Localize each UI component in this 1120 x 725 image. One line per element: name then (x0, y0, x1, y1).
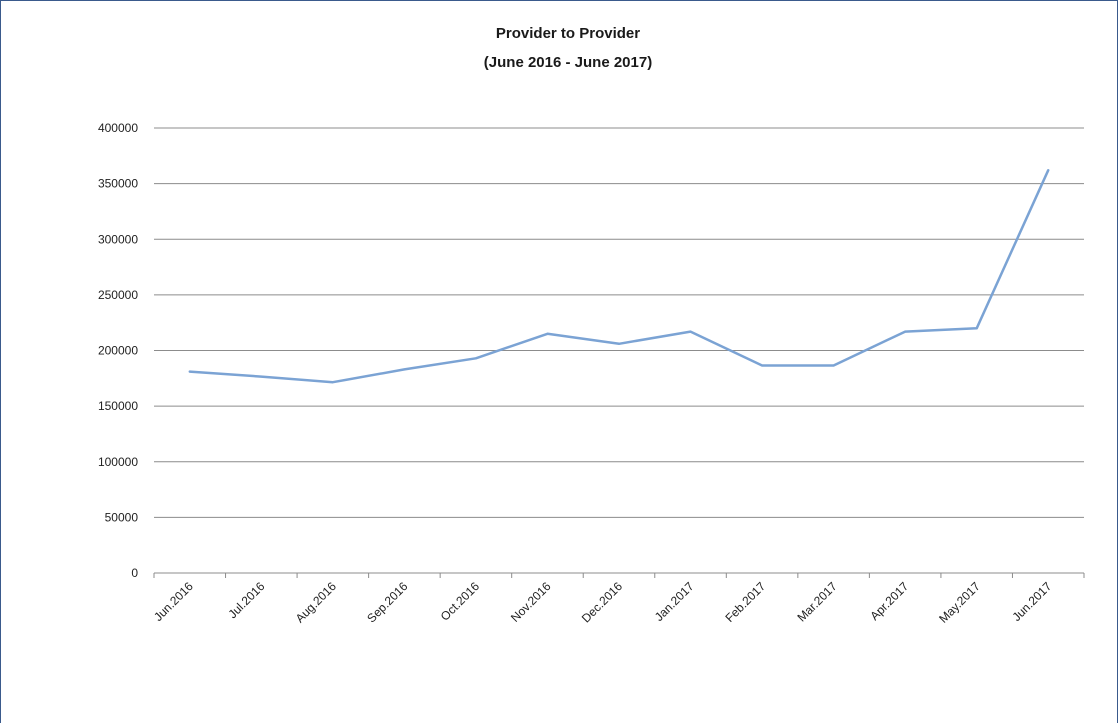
y-tick-label-350000: 350000 (98, 177, 138, 191)
x-tick-label-Jul.2016: Jul.2016 (225, 579, 267, 621)
y-tick-label-100000: 100000 (98, 455, 138, 469)
data-point-Jun.2017 (1047, 169, 1049, 171)
y-tick-label-300000: 300000 (98, 232, 138, 246)
data-point-Dec.2016 (618, 343, 620, 345)
gridlines (154, 127, 1084, 518)
x-tick-label-Nov.2016: Nov.2016 (508, 579, 554, 625)
data-point-Jan.2017 (690, 331, 692, 333)
x-tick-label-Jan.2017: Jan.2017 (652, 579, 697, 624)
data-point-Nov.2016 (546, 333, 548, 335)
x-tick-label-Mar.2017: Mar.2017 (794, 579, 840, 625)
chart-title: Provider to Provider (496, 25, 640, 42)
x-tick-label-Jun.2016: Jun.2016 (151, 579, 196, 624)
data-point-May.2017 (976, 327, 978, 329)
x-tick-label-May.2017: May.2017 (936, 579, 983, 626)
x-axis (153, 572, 1085, 578)
data-point-Aug.2016 (332, 381, 334, 383)
y-tick-label-150000: 150000 (98, 399, 138, 413)
data-point-Jun.2016 (189, 371, 191, 373)
data-point-Feb.2017 (761, 365, 763, 367)
x-tick-label-Sep.2016: Sep.2016 (364, 579, 410, 625)
data-point-Jul.2016 (260, 376, 262, 378)
y-tick-label-250000: 250000 (98, 288, 138, 302)
chart-subtitle: (June 2016 - June 2017) (484, 54, 652, 71)
y-axis-tick-labels: 0 50000 100000 150000 200000 250000 300000 3500… (98, 121, 138, 580)
data-point-Sep.2016 (403, 368, 405, 370)
x-tick-label-Dec.2016: Dec.2016 (579, 579, 625, 625)
y-tick-label-200000: 200000 (98, 344, 138, 358)
x-tick-label-Jun.2017: Jun.2017 (1010, 579, 1055, 624)
x-axis-tick-labels: Jun.2016 Jul.2016 Aug.2016 Sep.2016 Oct.2016… (151, 579, 1055, 626)
data-point-Mar.2017 (833, 365, 835, 367)
data-point-Oct.2016 (475, 357, 477, 359)
data-point-Apr.2017 (904, 331, 906, 333)
y-tick-label-50000: 50000 (105, 510, 139, 524)
series-layer (188, 169, 1050, 384)
y-tick-label-0: 0 (131, 566, 138, 580)
x-tick-label-Feb.2017: Feb.2017 (722, 579, 768, 625)
x-tick-label-Apr.2017: Apr.2017 (867, 579, 911, 623)
x-tick-label-Aug.2016: Aug.2016 (293, 579, 339, 625)
y-tick-label-400000: 400000 (98, 121, 138, 135)
x-tick-label-Oct.2016: Oct.2016 (438, 579, 483, 624)
